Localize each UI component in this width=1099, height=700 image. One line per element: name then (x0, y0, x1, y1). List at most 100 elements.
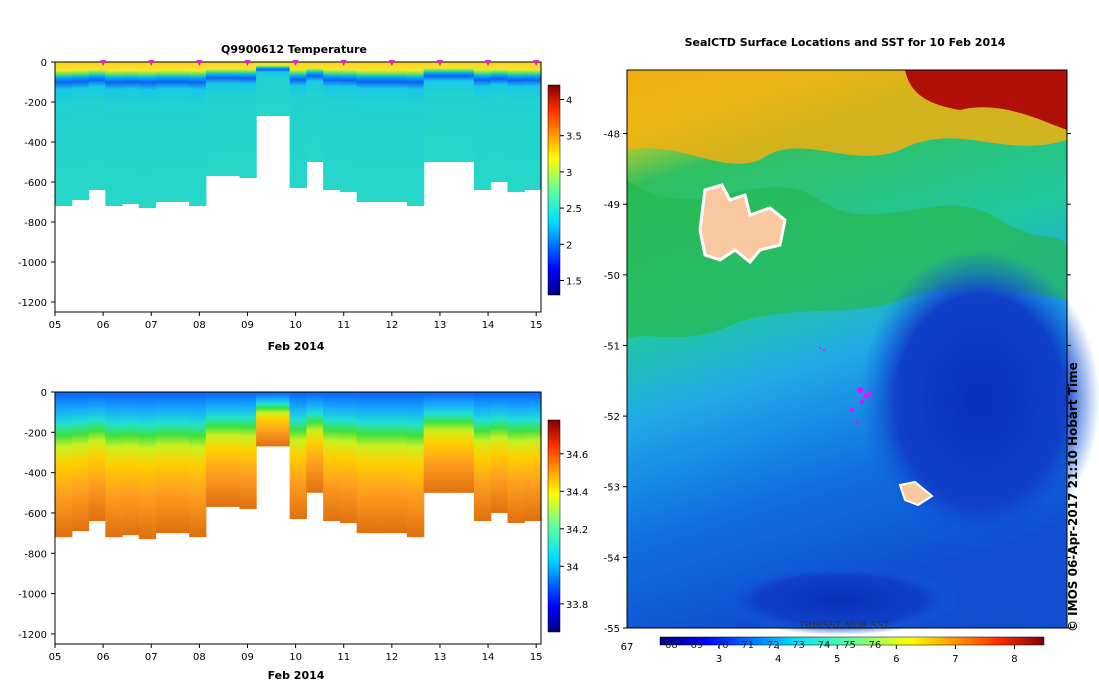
y-tick-label: -200 (24, 428, 47, 439)
map-y-tick-label: -53 (604, 483, 620, 494)
profile-column (205, 392, 224, 507)
profile-column (189, 392, 207, 538)
x-tick-label: 12 (385, 320, 398, 331)
x-tick-label: 13 (434, 652, 447, 663)
salinity-xlabel: Feb 2014 (268, 669, 325, 682)
profile-column (189, 62, 207, 206)
salinity-panel: 0 -200 -400 -600 -800 -1000 -1200 05 06 07 08 09 10… (18, 388, 588, 682)
x-tick-label: 08 (193, 652, 206, 663)
profile-column (289, 62, 307, 188)
y-tick-label: -1000 (18, 590, 47, 601)
seal-locations (819, 347, 872, 424)
y-tick-label: -800 (24, 549, 47, 560)
profile-column (138, 62, 157, 208)
map-y-tick-label: -50 (604, 271, 620, 282)
profile-marker (436, 60, 443, 66)
profile-column (205, 62, 224, 176)
temperature-plot-frame (54, 61, 542, 313)
x-tick-label: 07 (145, 652, 158, 663)
profile-column (440, 392, 458, 493)
y-tick-label: -600 (24, 178, 47, 189)
profile-column (306, 62, 324, 162)
y-tick-label: -1000 (18, 258, 47, 269)
profile-column (172, 62, 190, 202)
y-tick-label: -400 (24, 138, 47, 149)
map-y-tick-label: -54 (604, 553, 620, 564)
sst-map-panel: SealCTD Surface Locations and SST for 10… (604, 36, 1099, 665)
y-tick-label: -800 (24, 218, 47, 229)
profile-column (373, 392, 391, 534)
sst-colorbar-caption: GHRSST MUR SST (800, 620, 890, 631)
x-tick-label: 09 (241, 320, 254, 331)
profile-column (71, 392, 90, 532)
map-y-tick-label: -55 (604, 624, 620, 635)
x-tick-label: 13 (434, 320, 447, 331)
profile-marker (533, 60, 540, 66)
x-tick-label: 10 (289, 320, 302, 331)
y-tick-label: -1200 (18, 298, 47, 309)
colorbar-tick-label: 2 (566, 240, 572, 251)
profile-column (507, 392, 525, 524)
profile-column (88, 62, 106, 190)
profile-column (222, 62, 240, 176)
profile-marker (148, 60, 155, 66)
colorbar-tick-label: 34.4 (566, 487, 588, 498)
profile-column (105, 62, 123, 206)
profile-column (457, 392, 475, 493)
map-y-tick-label: -52 (604, 412, 620, 423)
kerguelen-island (698, 183, 787, 265)
colorbar-tick-label: 33.8 (566, 600, 588, 611)
y-tick-label: 0 (41, 58, 47, 69)
temperature-profiles (55, 62, 542, 208)
profile-column (289, 392, 307, 520)
colorbar-tick-label: 3.5 (566, 132, 582, 143)
sst-map-title: SealCTD Surface Locations and SST for 10… (685, 36, 1006, 49)
temperature-xlabel: Feb 2014 (268, 340, 325, 353)
profile-column (406, 392, 425, 538)
profile-column (457, 62, 475, 162)
profile-column (122, 392, 140, 536)
profile-column (172, 392, 190, 534)
sst-hot-patch (905, 70, 1067, 130)
profile-column (440, 62, 458, 162)
profile-column (373, 62, 391, 202)
profile-column (524, 62, 542, 190)
profile-column (390, 62, 408, 202)
profile-column (105, 392, 123, 538)
temperature-colorbar (547, 84, 561, 296)
profile-marker (196, 60, 203, 66)
sst-cold-pool-east (860, 250, 1099, 550)
profile-column (55, 392, 73, 538)
y-tick-label: -200 (24, 98, 47, 109)
profile-column (473, 392, 492, 522)
colorbar-tick-label: 2.5 (566, 204, 582, 215)
x-tick-label: 05 (49, 320, 62, 331)
sst-colorbar-tick-label: 7 (952, 654, 958, 665)
x-tick-label: 07 (145, 320, 158, 331)
sst-colorbar-tick-label: 3 (716, 654, 722, 665)
profile-column (272, 62, 291, 116)
profile-column (323, 392, 341, 522)
sst-colorbar-tick-label: 4 (775, 654, 781, 665)
profile-column (406, 62, 425, 206)
profile-column (71, 62, 90, 200)
profile-column (423, 62, 442, 162)
sst-colorbar-tick-label: 8 (1011, 654, 1017, 665)
profile-marker (485, 60, 492, 66)
map-y-tick-label: -48 (604, 130, 620, 141)
colorbar-tick-label: 3 (566, 168, 572, 179)
sst-colorbar-overlay: 68 69 70 71 72 73 74 75 76 (665, 640, 881, 651)
profile-column (306, 392, 324, 493)
heard-island (898, 480, 934, 507)
profile-column (88, 392, 106, 522)
map-y-tick-label: -51 (604, 341, 620, 352)
x-tick-label: 09 (241, 652, 254, 663)
sst-colorbar (659, 636, 1045, 646)
x-tick-label: 11 (337, 320, 350, 331)
salinity-colorbar (547, 419, 561, 633)
profile-column (473, 62, 492, 190)
y-tick-label: -600 (24, 509, 47, 520)
profile-column (155, 62, 173, 202)
profile-column (507, 62, 525, 192)
